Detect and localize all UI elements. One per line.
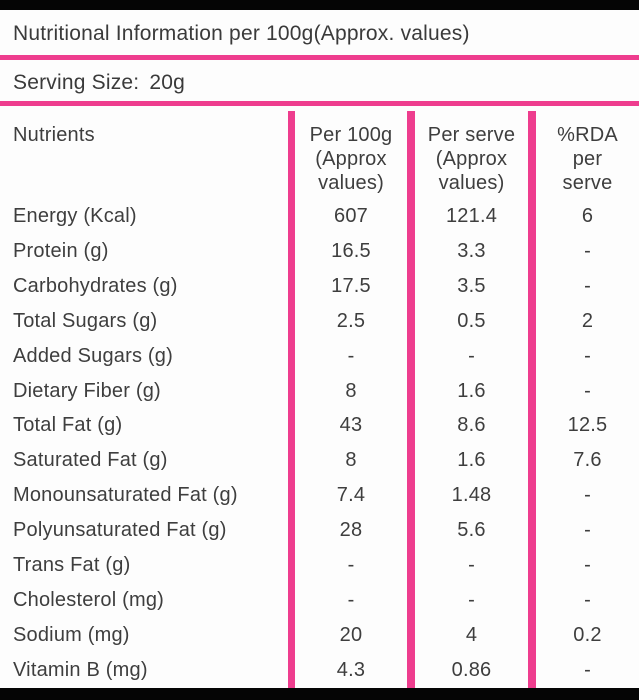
nutrient-name: Carbohydrates (g) <box>13 274 178 297</box>
serving-size-value: 20g <box>149 71 185 94</box>
per-serve-value: 121.4 <box>445 204 498 227</box>
per-serve-value: - <box>468 344 475 367</box>
per-100g-value: 20 <box>339 624 363 647</box>
rda-value: 2 <box>581 309 594 332</box>
bottom-black-bar <box>0 688 639 700</box>
nutrient-name: Monounsaturated Fat (g) <box>13 484 238 507</box>
table-row: Saturated Fat (g) 8 1.6 7.6 <box>0 443 639 478</box>
rda-value: - <box>584 239 591 262</box>
per-100g-value: 2.5 <box>336 309 366 332</box>
rda-value: - <box>584 484 591 507</box>
header-rda: %RDA per serve <box>536 123 639 199</box>
serving-size-line: Serving Size: 20g <box>13 70 185 96</box>
per-serve-value: 0.5 <box>457 309 486 332</box>
rda-value: 6 <box>581 204 594 227</box>
table-row: Dietary Fiber (g) 8 1.6 - <box>0 374 639 409</box>
rda-value: - <box>584 554 591 577</box>
header-per-serve: Per serve (Approx values) <box>415 123 528 199</box>
nutrient-name: Saturated Fat (g) <box>13 449 168 472</box>
table-row: Trans Fat (g) - - - <box>0 548 639 583</box>
per-100g-value: 17.5 <box>331 274 371 297</box>
per-100g-value: 8 <box>345 379 357 402</box>
column-divider-3 <box>528 111 536 688</box>
per-serve-value: 0.86 <box>451 658 492 681</box>
column-divider-2 <box>407 111 415 688</box>
rda-value: - <box>584 379 591 402</box>
header-per-serve-line3: values) <box>438 172 505 194</box>
nutrient-name: Vitamin B (mg) <box>13 658 148 681</box>
nutrient-name: Trans Fat (g) <box>13 554 131 577</box>
per-100g-value: 7.4 <box>336 484 366 507</box>
table-row: Carbohydrates (g) 17.5 3.5 - <box>0 269 639 304</box>
per-serve-value: 1.48 <box>451 484 492 507</box>
header-per-100g-line1: Per 100g <box>309 124 393 146</box>
per-100g-value: 16.5 <box>331 239 371 262</box>
per-100g-value: - <box>347 344 355 367</box>
nutrient-name: Total Fat (g) <box>13 414 123 437</box>
header-per-100g: Per 100g (Approx values) <box>295 123 407 199</box>
table-row: Sodium (mg) 20 4 0.2 <box>0 618 639 653</box>
per-100g-value: 43 <box>339 414 363 437</box>
nutrient-name: Polyunsaturated Fat (g) <box>13 519 227 542</box>
nutrition-table: Nutrients Per 100g (Approx values) Per s… <box>0 101 639 688</box>
per-100g-value: 607 <box>334 204 368 227</box>
serving-size-label: Serving Size: <box>13 71 140 94</box>
table-header-row: Nutrients Per 100g (Approx values) Per s… <box>0 106 639 199</box>
per-serve-value: 3.3 <box>457 239 486 262</box>
per-100g-value: - <box>347 589 355 612</box>
header-per-serve-line1: Per serve <box>427 124 516 146</box>
rda-value: - <box>584 274 591 297</box>
per-serve-value: 5.6 <box>457 519 486 542</box>
per-serve-value: 3.5 <box>457 274 486 297</box>
divider-line <box>0 55 639 60</box>
per-serve-value: 8.6 <box>457 414 486 437</box>
column-divider-1 <box>288 111 295 688</box>
header-nutrients: Nutrients <box>13 124 95 146</box>
table-row: Total Fat (g) 43 8.6 12.5 <box>0 409 639 444</box>
top-black-bar <box>0 0 639 10</box>
header-rda-line1: %RDA <box>557 124 618 146</box>
nutrient-name: Added Sugars (g) <box>13 344 173 367</box>
nutrient-name: Cholesterol (mg) <box>13 589 165 612</box>
table-row: Added Sugars (g) - - - <box>0 339 639 374</box>
rda-value: - <box>584 344 591 367</box>
table-row: Vitamin B (mg) 4.3 0.86 - <box>0 653 639 688</box>
nutrient-name: Dietary Fiber (g) <box>13 379 161 402</box>
nutrient-name: Total Sugars (g) <box>13 309 158 332</box>
header-rda-line3: serve <box>562 172 613 194</box>
table-row: Total Sugars (g) 2.5 0.5 2 <box>0 304 639 339</box>
rda-value: - <box>584 519 591 542</box>
header-rda-line2: per <box>572 148 603 170</box>
table-row: Monounsaturated Fat (g) 7.4 1.48 - <box>0 478 639 513</box>
per-serve-value: 4 <box>465 624 478 647</box>
table-body: Energy (Kcal) 607 121.4 6 Protein (g) 16… <box>0 199 639 688</box>
nutrient-name: Sodium (mg) <box>13 624 130 647</box>
header-per-100g-line3: values) <box>318 172 384 194</box>
per-serve-value: - <box>468 589 475 612</box>
nutrient-name: Energy (Kcal) <box>13 204 137 227</box>
rda-value: - <box>584 658 591 681</box>
table-row: Protein (g) 16.5 3.3 - <box>0 234 639 269</box>
per-100g-value: 28 <box>339 519 363 542</box>
header-per-serve-line2: (Approx <box>435 148 508 170</box>
rda-value: 12.5 <box>567 414 608 437</box>
per-100g-value: 8 <box>345 449 357 472</box>
per-100g-value: 4.3 <box>336 658 366 681</box>
table-row: Energy (Kcal) 607 121.4 6 <box>0 199 639 234</box>
per-100g-value: - <box>347 554 355 577</box>
per-serve-value: - <box>468 554 475 577</box>
nutrient-name: Protein (g) <box>13 239 109 262</box>
rda-value: - <box>584 589 591 612</box>
table-row: Cholesterol (mg) - - - <box>0 583 639 618</box>
rda-value: 7.6 <box>573 449 602 472</box>
per-serve-value: 1.6 <box>457 379 486 402</box>
table-row: Polyunsaturated Fat (g) 28 5.6 - <box>0 513 639 548</box>
per-serve-value: 1.6 <box>457 449 486 472</box>
header-per-100g-line2: (Approx <box>315 148 387 170</box>
rda-value: 0.2 <box>573 624 602 647</box>
page-title: Nutritional Information per 100g(Approx.… <box>13 22 470 45</box>
